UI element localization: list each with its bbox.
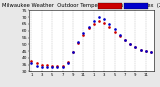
Text: Milwaukee Weather  Outdoor Temperature  vs Heat Index  (24 Hours): Milwaukee Weather Outdoor Temperature vs…	[2, 3, 160, 8]
